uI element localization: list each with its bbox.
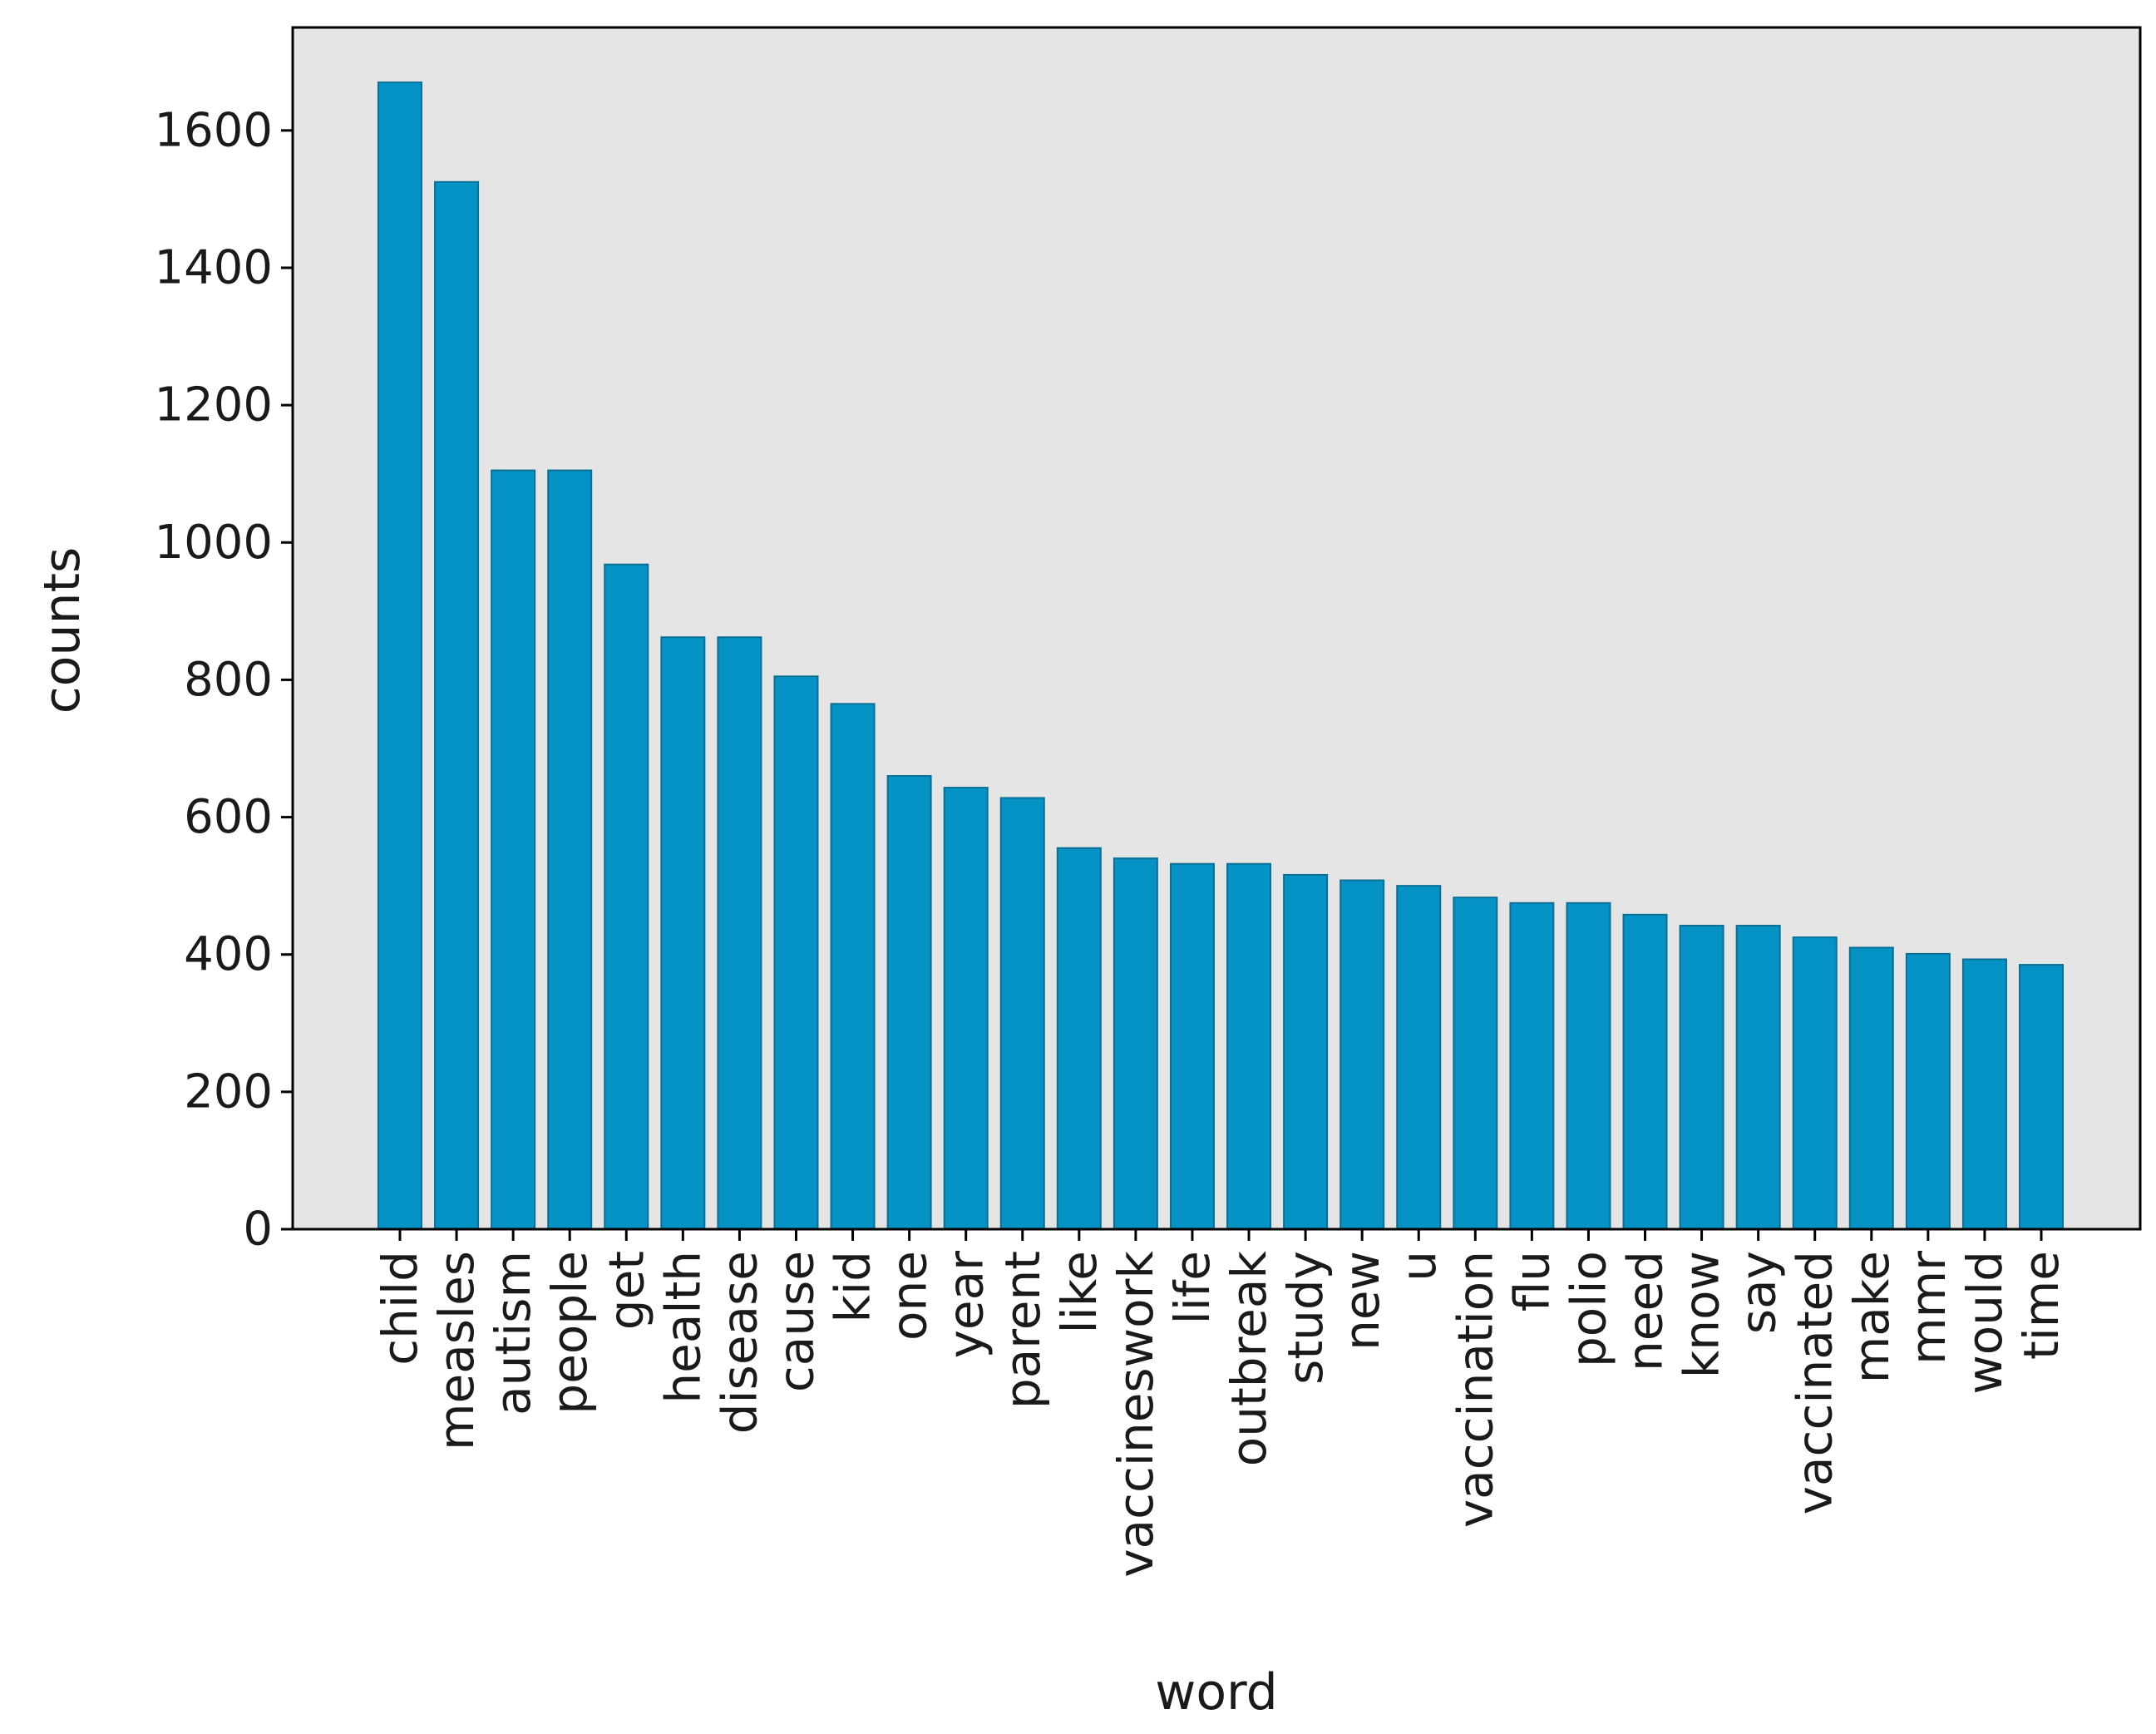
bar-mmr <box>1905 952 1951 1230</box>
x-tick-label: health <box>654 1251 711 1404</box>
x-tick-label: kid <box>825 1251 881 1323</box>
bar-one <box>886 775 932 1230</box>
x-tick-label: flu <box>1503 1251 1560 1312</box>
x-axis-ticks: child measles autism people get health disease… <box>372 1229 2070 1578</box>
x-tick-label: study <box>1277 1251 1334 1385</box>
bar-u <box>1396 885 1442 1230</box>
bar-health <box>660 636 706 1230</box>
bar-make <box>1848 946 1894 1230</box>
bar-vaccineswork <box>1113 857 1158 1230</box>
x-tick-label: polio <box>1560 1251 1616 1367</box>
x-tick-label: time <box>2013 1251 2070 1360</box>
bar-kid <box>830 703 876 1230</box>
x-tick-label: get <box>598 1251 654 1330</box>
x-tick-label: one <box>881 1251 938 1341</box>
y-tick-label: 1600 <box>154 103 273 157</box>
bar-outbreak <box>1226 862 1272 1230</box>
x-tick-label: parent <box>994 1251 1051 1409</box>
bar-polio <box>1566 902 1611 1231</box>
bar-parent <box>999 797 1045 1230</box>
bar-life <box>1169 862 1215 1230</box>
bars-group <box>377 82 2064 1231</box>
x-tick-label: outbreak <box>1221 1251 1277 1467</box>
y-tick-label: 200 <box>184 1065 273 1119</box>
bar-would <box>1961 958 2007 1230</box>
x-tick-label: life <box>1164 1251 1221 1324</box>
x-tick-label: cause <box>767 1251 824 1392</box>
x-tick-label: vaccination <box>1447 1251 1503 1528</box>
x-tick-label: year <box>938 1251 994 1359</box>
x-tick-label: vaccineswork <box>1108 1251 1164 1578</box>
y-axis-label: counts <box>33 547 91 714</box>
bar-need <box>1622 913 1668 1231</box>
y-tick-label: 1200 <box>154 378 273 432</box>
x-tick-label: new <box>1334 1251 1390 1351</box>
bar-know <box>1679 925 1724 1231</box>
y-tick-label: 1000 <box>154 516 273 570</box>
axes-frame <box>291 26 2142 1231</box>
bar-autism <box>491 469 536 1230</box>
bar-people <box>547 469 593 1230</box>
x-tick-label: would <box>1956 1251 2013 1395</box>
y-tick-label: 400 <box>184 927 273 981</box>
x-tick-label: vaccinated <box>1787 1251 1843 1514</box>
bar-child <box>377 82 422 1231</box>
x-tick-label: make <box>1843 1251 1900 1383</box>
x-tick-label: measles <box>428 1251 485 1450</box>
bar-year <box>943 787 989 1230</box>
y-tick-label: 800 <box>184 653 273 707</box>
bar-measles <box>434 180 480 1230</box>
bar-vaccinated <box>1792 936 1838 1230</box>
y-tick-label: 0 <box>243 1203 273 1257</box>
x-tick-label: autism <box>485 1251 541 1415</box>
bar-say <box>1735 925 1781 1231</box>
bar-time <box>2019 964 2064 1230</box>
y-tick-label: 600 <box>184 790 273 844</box>
x-tick-label: u <box>1390 1251 1447 1282</box>
x-tick-label: people <box>541 1251 598 1415</box>
x-tick-label: say <box>1730 1251 1787 1334</box>
bar-flu <box>1509 902 1555 1231</box>
bar-new <box>1339 879 1385 1230</box>
x-tick-label: know <box>1674 1251 1730 1378</box>
x-tick-label: disease <box>711 1251 767 1434</box>
bar-disease <box>717 636 762 1230</box>
x-tick-label: mmr <box>1900 1251 1956 1365</box>
x-tick-label: like <box>1051 1251 1108 1333</box>
bar-get <box>604 563 649 1230</box>
bar-vaccination <box>1453 897 1498 1231</box>
bar-study <box>1283 873 1329 1230</box>
bar-cause <box>773 675 819 1230</box>
x-tick-label: child <box>372 1251 428 1366</box>
bar-like <box>1056 847 1102 1230</box>
x-axis-label: word <box>1155 1663 1277 1722</box>
y-tick-label: 1400 <box>154 241 273 295</box>
y-axis-ticks: 0 200 400 600 800 1000 1200 1400 1600 <box>154 103 293 1257</box>
x-tick-label: need <box>1617 1251 1674 1371</box>
